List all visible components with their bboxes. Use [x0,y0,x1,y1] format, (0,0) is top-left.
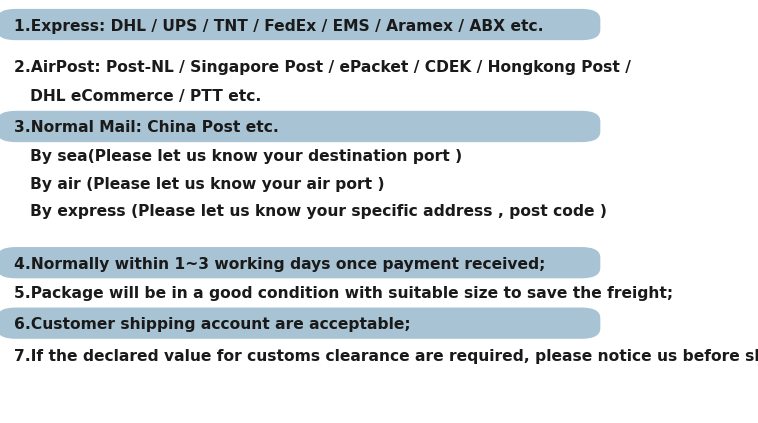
Text: 1.Express: DHL / UPS / TNT / FedEx / EMS / Aramex / ABX etc.: 1.Express: DHL / UPS / TNT / FedEx / EMS… [14,19,543,34]
Text: By air (Please let us know your air port ): By air (Please let us know your air port… [14,176,384,192]
Text: 2.AirPost: Post-NL / Singapore Post / ePacket / CDEK / Hongkong Post /: 2.AirPost: Post-NL / Singapore Post / eP… [14,60,631,75]
Text: 5.Package will be in a good condition with suitable size to save the freight;: 5.Package will be in a good condition wi… [14,286,673,302]
Text: DHL eCommerce / PTT etc.: DHL eCommerce / PTT etc. [14,88,261,104]
FancyBboxPatch shape [0,111,600,142]
FancyBboxPatch shape [0,308,600,339]
FancyBboxPatch shape [0,9,600,40]
FancyBboxPatch shape [0,247,600,278]
Text: By express (Please let us know your specific address , post code ): By express (Please let us know your spec… [14,204,606,219]
Text: 6.Customer shipping account are acceptable;: 6.Customer shipping account are acceptab… [14,317,410,332]
Text: 7.If the declared value for customs clearance are required, please notice us bef: 7.If the declared value for customs clea… [14,349,758,364]
Text: 3.Normal Mail: China Post etc.: 3.Normal Mail: China Post etc. [14,120,278,135]
Text: 4.Normally within 1~3 working days once payment received;: 4.Normally within 1~3 working days once … [14,257,545,272]
Text: By sea(Please let us know your destination port ): By sea(Please let us know your destinati… [14,149,462,164]
